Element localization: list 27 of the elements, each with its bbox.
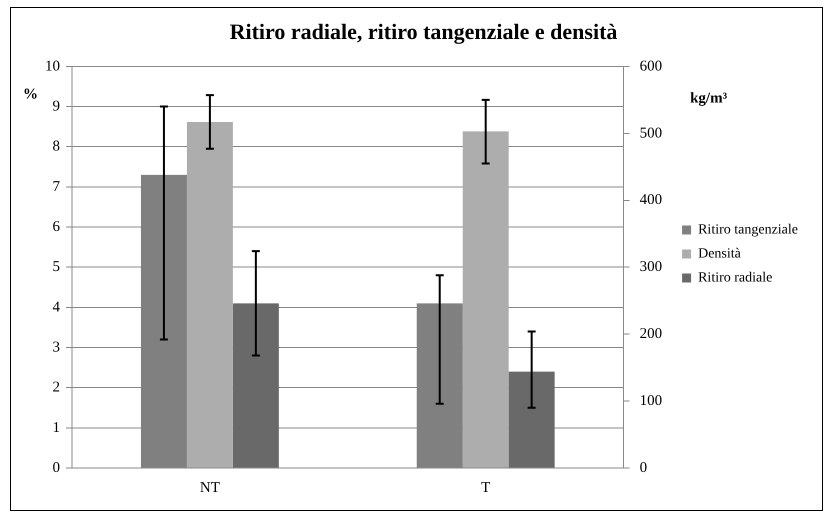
y2-tick-label: 0 xyxy=(640,460,648,476)
y-tick-label: 1 xyxy=(52,420,60,436)
y2-axis-title: kg/m³ xyxy=(690,90,728,106)
legend-label: Ritiro radiale xyxy=(698,270,772,286)
y-tick-label: 2 xyxy=(52,380,60,396)
y-tick-label: 3 xyxy=(52,339,60,356)
y-tick-label: 9 xyxy=(52,98,60,114)
y-tick-label: 4 xyxy=(52,299,60,316)
y-tick-label: 0 xyxy=(52,460,60,476)
y2-tick-label: 600 xyxy=(640,58,662,74)
legend-label: Ritiro tangenziale xyxy=(698,222,798,238)
bar xyxy=(508,372,555,468)
y2-tick-label: 400 xyxy=(640,192,662,208)
y-tick-label: 10 xyxy=(45,58,60,74)
y-axis-title: % xyxy=(23,86,38,102)
y2-tick-label: 200 xyxy=(640,326,662,342)
y2-tick-label: 500 xyxy=(640,125,662,142)
y2-tick-label: 300 xyxy=(640,259,662,276)
y-tick-label: 7 xyxy=(52,178,60,195)
chart-title: Ritiro radiale, ritiro tangenziale e densità xyxy=(230,18,618,44)
y-tick-label: 8 xyxy=(52,138,60,155)
y2-tick-label: 100 xyxy=(640,393,662,410)
x-tick-label: NT xyxy=(200,480,220,496)
y-tick-label: 5 xyxy=(52,259,60,276)
y-tick-label: 6 xyxy=(52,218,60,235)
legend-label: Densità xyxy=(698,246,742,262)
x-tick-label: T xyxy=(481,480,490,496)
